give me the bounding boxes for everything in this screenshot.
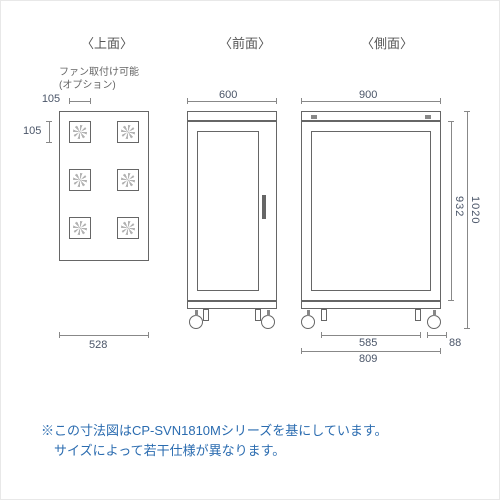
dim-tick <box>321 332 322 338</box>
front-view-door-window <box>197 131 259 291</box>
side-view-base <box>301 301 441 309</box>
side-view-slot <box>425 115 431 119</box>
dim-tick <box>440 98 441 104</box>
dim-side-base-outer: 809 <box>359 353 377 365</box>
front-view-base <box>187 301 277 309</box>
dim-tick <box>448 121 454 122</box>
dim-tick <box>446 332 447 338</box>
dim-tick <box>90 98 91 104</box>
dim-side-w: 900 <box>359 89 377 101</box>
fan-icon <box>69 217 91 239</box>
dim-line <box>301 101 441 102</box>
dim-line <box>451 121 452 301</box>
front-leg <box>203 309 209 321</box>
dim-top-fan-h: 105 <box>23 125 41 137</box>
top-view-label: 〈上面〉 <box>81 33 133 52</box>
dim-top-base-w: 528 <box>89 339 107 351</box>
dim-tick <box>59 332 60 338</box>
dim-line <box>321 335 421 336</box>
dim-tick <box>464 111 470 112</box>
dim-line <box>49 121 50 143</box>
front-view-label: 〈前面〉 <box>219 33 271 52</box>
dim-line <box>467 111 468 329</box>
dim-tick <box>46 142 52 143</box>
fan-note-line2: (オプション) <box>59 76 116 91</box>
dim-tick <box>464 328 470 329</box>
dim-side-h-inner: 932 <box>453 196 465 217</box>
dim-tick <box>301 98 302 104</box>
dim-line <box>187 101 277 102</box>
caster-icon <box>189 315 203 329</box>
fan-icon <box>69 169 91 191</box>
caster-icon <box>301 315 315 329</box>
dim-line <box>301 351 441 352</box>
dim-top-fan-w: 105 <box>41 93 61 105</box>
dim-tick <box>448 300 454 301</box>
dim-line <box>427 335 447 336</box>
dim-tick <box>420 332 421 338</box>
caster-icon <box>427 315 441 329</box>
side-view-slot <box>311 115 317 119</box>
dim-side-h-outer: 1020 <box>469 196 481 224</box>
footnote-line2: サイズによって若干仕様が異なります。 <box>41 441 285 461</box>
fan-icon <box>69 121 91 143</box>
dim-tick <box>427 332 428 338</box>
dim-front-w: 600 <box>219 89 237 101</box>
dim-tick <box>440 348 441 354</box>
dim-tick <box>69 98 70 104</box>
fan-icon <box>117 217 139 239</box>
dim-tick <box>301 348 302 354</box>
dim-tick <box>148 332 149 338</box>
caster-icon <box>261 315 275 329</box>
dim-tick <box>276 98 277 104</box>
footnote-line1: ※この寸法図はCP-SVN1810Mシリーズを基にしています。 <box>41 421 388 441</box>
dim-side-base-inner: 585 <box>359 337 377 349</box>
side-view-label: 〈側面〉 <box>361 33 413 52</box>
side-view-panel <box>311 131 431 291</box>
side-leg <box>415 309 421 321</box>
front-view-top-cap <box>187 111 277 121</box>
dim-caster-gap: 88 <box>449 337 461 349</box>
side-leg <box>321 309 327 321</box>
dim-line <box>59 335 149 336</box>
dim-tick <box>187 98 188 104</box>
side-view-top-cap <box>301 111 441 121</box>
fan-icon <box>117 169 139 191</box>
front-view-handle <box>262 195 266 219</box>
dim-line <box>69 101 91 102</box>
fan-icon <box>117 121 139 143</box>
front-leg <box>255 309 261 321</box>
dim-tick <box>46 121 52 122</box>
